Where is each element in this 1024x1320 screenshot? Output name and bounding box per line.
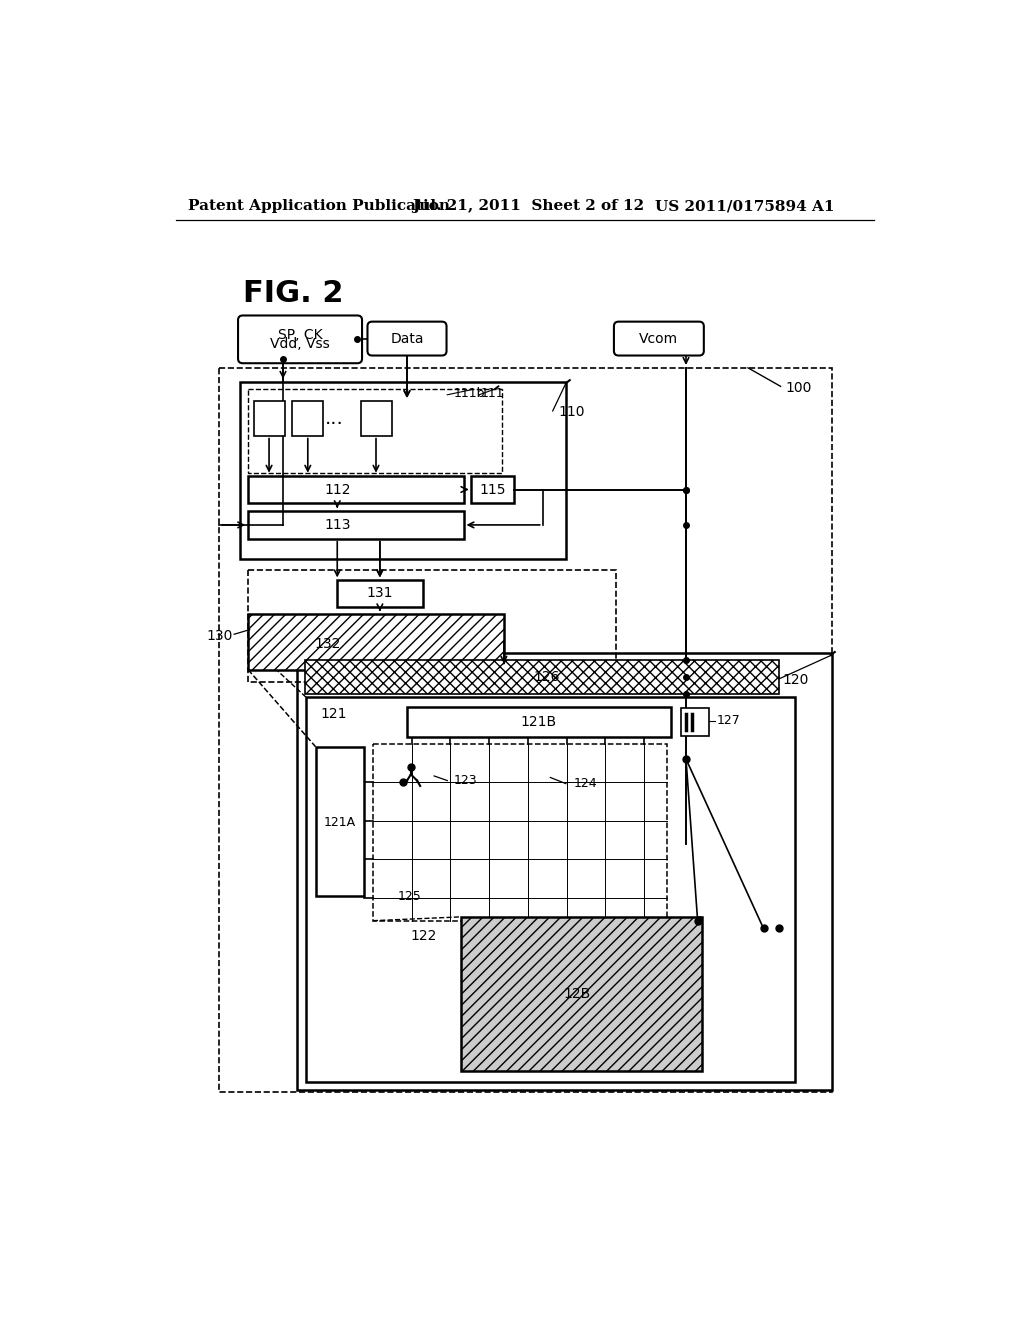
- Text: 127: 127: [717, 714, 740, 727]
- Bar: [248, 475, 464, 503]
- Text: 100: 100: [785, 381, 812, 395]
- Text: 121A: 121A: [324, 816, 355, 829]
- Text: Data: Data: [390, 331, 424, 346]
- Text: US 2011/0175894 A1: US 2011/0175894 A1: [655, 199, 835, 213]
- Bar: [337, 581, 423, 607]
- Text: 124: 124: [573, 777, 597, 791]
- Text: 123: 123: [454, 774, 477, 787]
- Text: FIG. 2: FIG. 2: [243, 279, 343, 308]
- Bar: [254, 401, 285, 436]
- Bar: [248, 570, 616, 682]
- FancyBboxPatch shape: [368, 322, 446, 355]
- Text: 132: 132: [314, 636, 340, 651]
- Bar: [292, 401, 324, 436]
- Bar: [471, 475, 514, 503]
- Text: 111: 111: [480, 387, 504, 400]
- Text: 112: 112: [324, 483, 350, 496]
- Bar: [407, 706, 671, 738]
- Text: Patent Application Publication: Patent Application Publication: [188, 199, 451, 213]
- Text: 121B: 121B: [520, 715, 557, 729]
- Bar: [248, 511, 464, 539]
- Text: Jul. 21, 2011  Sheet 2 of 12: Jul. 21, 2011 Sheet 2 of 12: [412, 199, 644, 213]
- Text: 113: 113: [324, 517, 350, 532]
- FancyBboxPatch shape: [614, 322, 703, 355]
- Text: 111b: 111b: [454, 387, 485, 400]
- Text: ...: ...: [325, 409, 343, 428]
- FancyBboxPatch shape: [238, 315, 362, 363]
- Bar: [306, 697, 795, 1082]
- Text: 131: 131: [367, 586, 393, 601]
- Text: 12B: 12B: [564, 987, 591, 1001]
- Text: 120: 120: [783, 673, 809, 688]
- Text: 126: 126: [534, 671, 560, 684]
- Text: Vcom: Vcom: [639, 331, 679, 346]
- Text: 125: 125: [397, 890, 422, 903]
- Bar: [373, 743, 668, 921]
- Text: Vdd, Vss: Vdd, Vss: [270, 337, 330, 351]
- Bar: [297, 653, 831, 1090]
- Bar: [681, 708, 710, 737]
- Text: 130: 130: [206, 628, 232, 643]
- Text: 115: 115: [479, 483, 506, 496]
- Text: 110: 110: [558, 405, 585, 420]
- Bar: [219, 368, 831, 1092]
- Bar: [305, 660, 779, 694]
- Text: 121: 121: [321, 706, 347, 721]
- Bar: [315, 747, 364, 896]
- Bar: [461, 917, 701, 1071]
- Bar: [248, 614, 504, 669]
- Bar: [241, 381, 566, 558]
- Text: 122: 122: [411, 929, 437, 942]
- Bar: [248, 389, 503, 473]
- Bar: [360, 401, 391, 436]
- Text: SP, CK: SP, CK: [278, 327, 323, 342]
